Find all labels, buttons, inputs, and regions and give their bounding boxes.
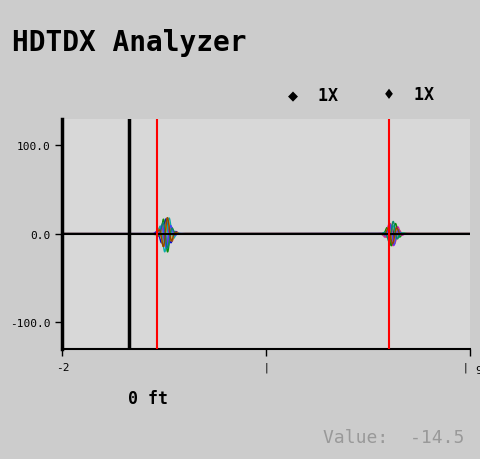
Text: 0 ft: 0 ft — [128, 389, 168, 408]
Text: ♦  1X: ♦ 1X — [384, 86, 434, 104]
Text: ◆  1X: ◆ 1X — [288, 86, 338, 104]
Text: |: | — [464, 362, 468, 373]
Text: -2: -2 — [56, 362, 69, 372]
Text: Value:  -14.5: Value: -14.5 — [323, 428, 464, 446]
Text: HDTDX Analyzer: HDTDX Analyzer — [12, 29, 247, 57]
Text: 9: 9 — [475, 365, 480, 375]
Text: |: | — [264, 362, 268, 373]
